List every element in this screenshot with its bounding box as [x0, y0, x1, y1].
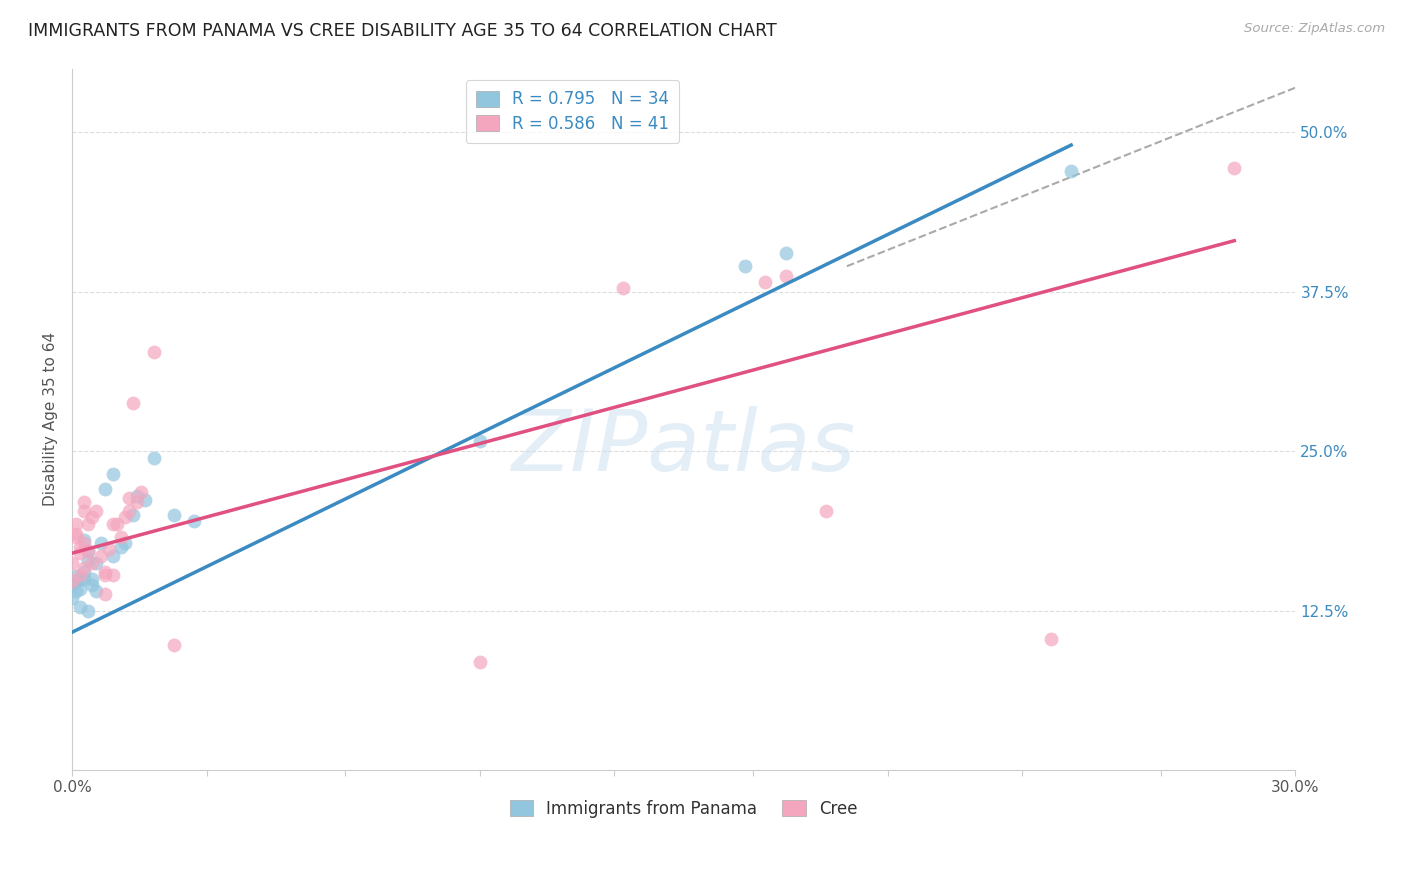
- Point: [69, 572, 91, 586]
- Point: [60, 557, 83, 571]
- Point: [77, 603, 100, 617]
- Point: [612, 281, 634, 295]
- Point: [65, 569, 87, 583]
- Point: [163, 508, 186, 522]
- Point: [142, 344, 165, 359]
- Point: [183, 514, 205, 528]
- Point: [142, 450, 165, 465]
- Point: [122, 395, 145, 409]
- Point: [110, 540, 132, 554]
- Point: [93, 567, 115, 582]
- Legend: Immigrants from Panama, Cree: Immigrants from Panama, Cree: [503, 794, 865, 825]
- Point: [101, 516, 124, 531]
- Point: [82, 510, 104, 524]
- Point: [122, 508, 145, 522]
- Point: [73, 536, 96, 550]
- Point: [90, 536, 112, 550]
- Point: [127, 495, 149, 509]
- Point: [97, 542, 120, 557]
- Point: [101, 567, 124, 582]
- Point: [77, 552, 100, 566]
- Point: [468, 434, 491, 448]
- Point: [134, 492, 156, 507]
- Point: [69, 582, 91, 596]
- Point: [118, 504, 141, 518]
- Point: [65, 516, 87, 531]
- Point: [127, 489, 149, 503]
- Point: [110, 530, 132, 544]
- Point: [468, 655, 491, 669]
- Point: [69, 599, 91, 614]
- Point: [77, 516, 100, 531]
- Point: [101, 549, 124, 563]
- Point: [1039, 632, 1062, 646]
- Point: [775, 269, 797, 284]
- Point: [65, 574, 87, 589]
- Point: [60, 591, 83, 605]
- Point: [77, 543, 100, 558]
- Point: [93, 483, 115, 497]
- Point: [131, 485, 153, 500]
- Point: [118, 491, 141, 506]
- Point: [815, 504, 838, 518]
- Point: [65, 530, 87, 544]
- Point: [60, 578, 83, 592]
- Point: [754, 275, 776, 289]
- Point: [90, 549, 112, 563]
- Point: [93, 566, 115, 580]
- Text: IMMIGRANTS FROM PANAMA VS CREE DISABILITY AGE 35 TO 64 CORRELATION CHART: IMMIGRANTS FROM PANAMA VS CREE DISABILIT…: [28, 22, 778, 40]
- Point: [65, 527, 87, 541]
- Point: [163, 638, 186, 652]
- Point: [86, 584, 108, 599]
- Point: [82, 557, 104, 571]
- Point: [73, 566, 96, 580]
- Point: [82, 578, 104, 592]
- Point: [69, 567, 91, 582]
- Point: [86, 557, 108, 571]
- Point: [73, 504, 96, 518]
- Point: [114, 510, 136, 524]
- Y-axis label: Disability Age 35 to 64: Disability Age 35 to 64: [44, 332, 58, 507]
- Point: [775, 246, 797, 260]
- Point: [60, 574, 83, 589]
- Point: [1223, 161, 1246, 175]
- Point: [734, 259, 756, 273]
- Point: [77, 543, 100, 558]
- Text: Source: ZipAtlas.com: Source: ZipAtlas.com: [1244, 22, 1385, 36]
- Point: [86, 504, 108, 518]
- Point: [93, 587, 115, 601]
- Point: [1060, 163, 1083, 178]
- Point: [73, 561, 96, 575]
- Point: [73, 572, 96, 586]
- Point: [82, 572, 104, 586]
- Point: [73, 495, 96, 509]
- Point: [114, 536, 136, 550]
- Point: [105, 516, 128, 531]
- Point: [73, 533, 96, 548]
- Point: [65, 584, 87, 599]
- Point: [69, 546, 91, 560]
- Point: [69, 540, 91, 554]
- Text: ZIPatlas: ZIPatlas: [512, 406, 856, 489]
- Point: [101, 467, 124, 482]
